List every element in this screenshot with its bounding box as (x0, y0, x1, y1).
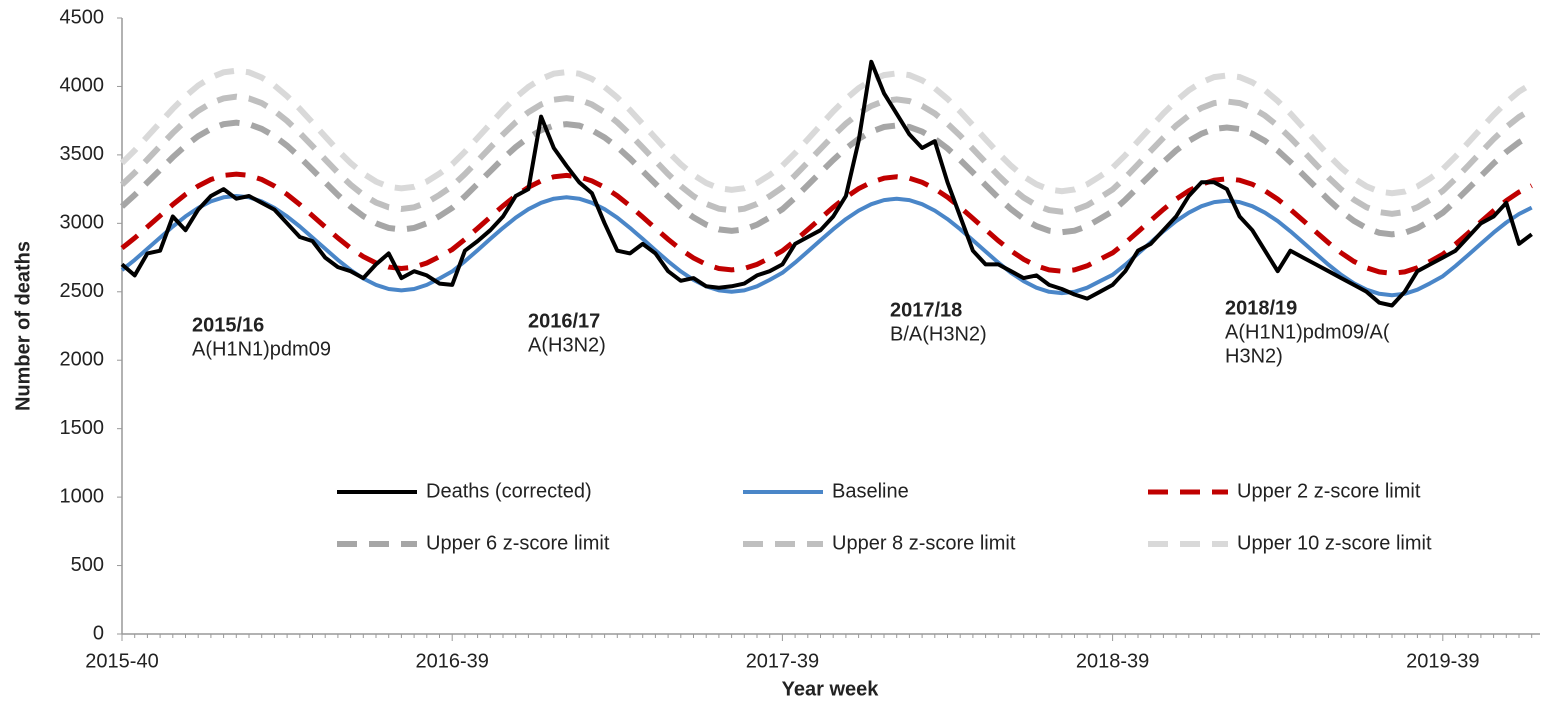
annotation-title: 2017/18 (890, 299, 962, 321)
x-axis-label: Year week (782, 678, 880, 700)
series-line (120, 171, 1533, 276)
annotation-title: 2015/16 (192, 314, 264, 336)
legend-label: Upper 2 z-score limit (1237, 480, 1421, 502)
annotation-title: 2018/19 (1225, 297, 1297, 319)
legend-label: Upper 10 z-score limit (1237, 532, 1432, 554)
y-tick-label: 1000 (60, 485, 105, 507)
x-tick-label: 2019-39 (1406, 650, 1479, 672)
annotation-text: H3N2) (1225, 345, 1283, 367)
annotation-text: B/A(H3N2) (890, 323, 987, 345)
y-tick-label: 4500 (60, 6, 105, 28)
x-tick-label: 2017-39 (746, 650, 819, 672)
annotation-text: A(H1N1)pdm09 (192, 338, 331, 360)
annotation-title: 2016/17 (528, 310, 600, 332)
annotation-text: A(H1N1)pdm09/A( (1225, 321, 1390, 343)
y-tick-label: 2500 (60, 280, 105, 302)
x-tick-label: 2016-39 (415, 650, 488, 672)
y-tick-label: 4000 (60, 75, 105, 97)
legend-label: Upper 8 z-score limit (832, 532, 1016, 554)
y-axis-label: Number of deaths (12, 241, 34, 411)
series-line (119, 119, 1534, 238)
legend-label: Upper 6 z-score limit (426, 532, 610, 554)
y-tick-label: 500 (71, 554, 104, 576)
y-tick-label: 1500 (60, 417, 105, 439)
y-tick-label: 0 (93, 622, 104, 644)
legend-label: Baseline (832, 480, 909, 502)
legend-label: Deaths (corrected) (426, 480, 592, 502)
y-tick-label: 3500 (60, 143, 105, 165)
y-tick-label: 3000 (60, 212, 105, 234)
x-tick-label: 2015-40 (85, 650, 158, 672)
y-tick-label: 2000 (60, 349, 105, 371)
series-line (119, 67, 1534, 197)
x-tick-label: 2018-39 (1076, 650, 1149, 672)
series-line (119, 93, 1534, 217)
annotation-text: A(H3N2) (528, 334, 606, 356)
series-line (120, 59, 1533, 308)
